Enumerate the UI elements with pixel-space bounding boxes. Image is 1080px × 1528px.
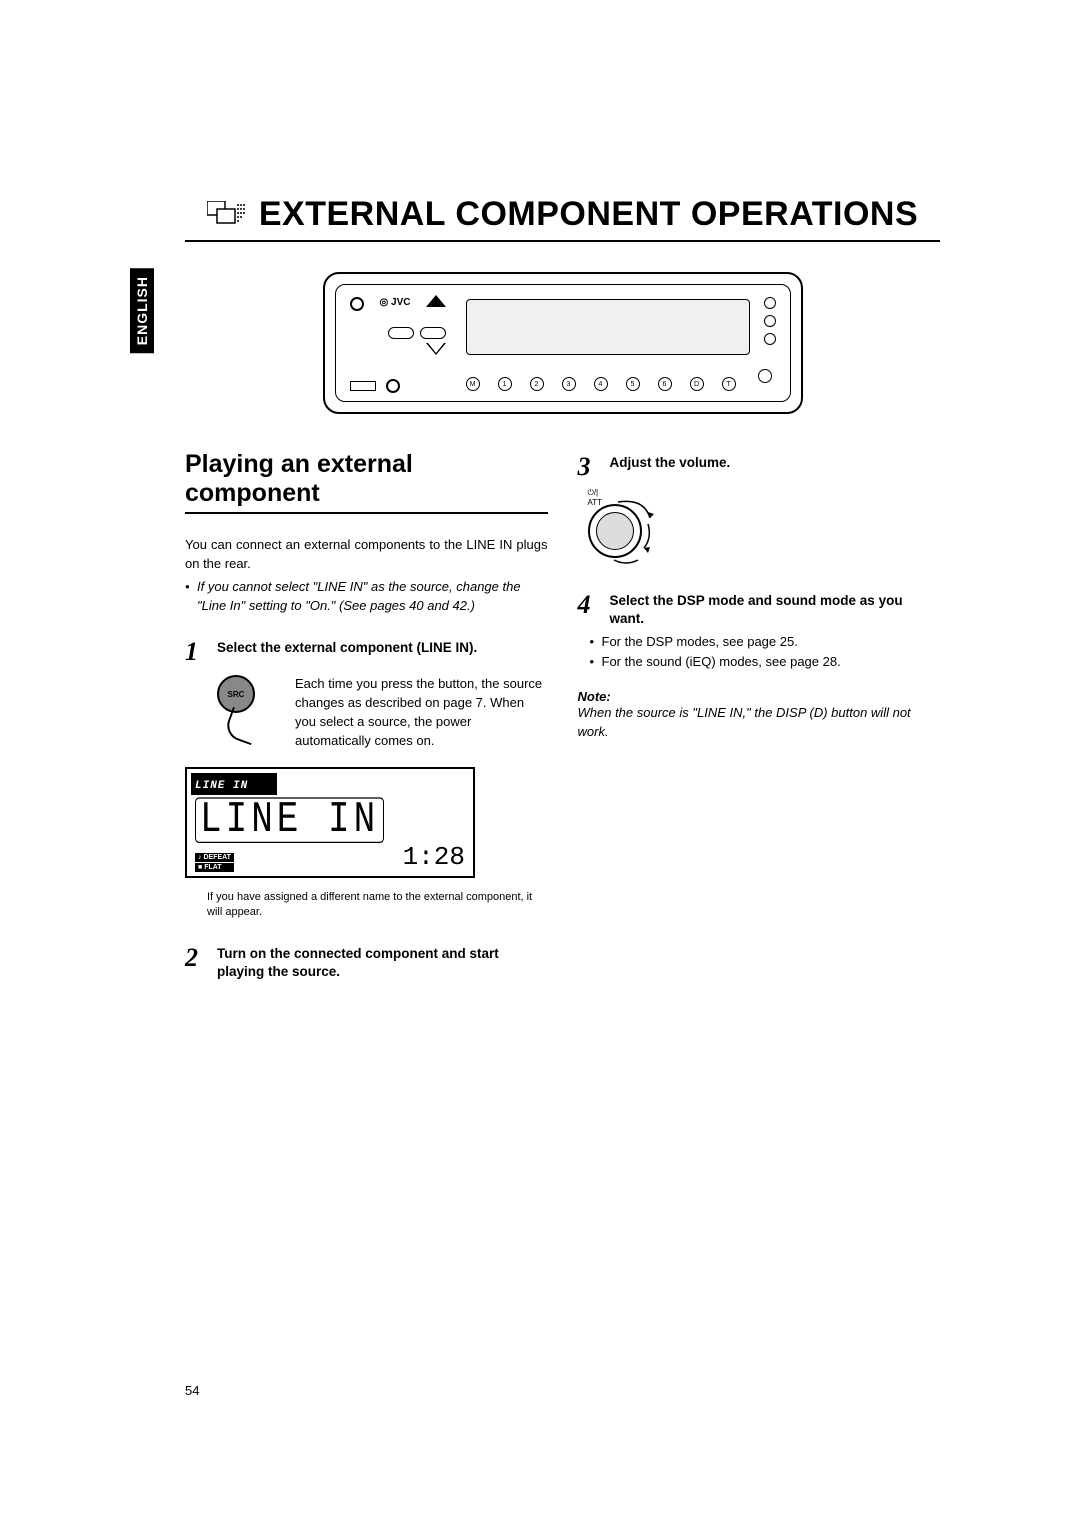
stereo-btn-d: D xyxy=(690,377,704,391)
step-4-title: Select the DSP mode and sound mode as yo… xyxy=(610,592,941,628)
title-row: EXTERNAL COMPONENT OPERATIONS xyxy=(185,195,940,234)
intro-text: You can connect an external components t… xyxy=(185,536,548,574)
display-tag-2: ■ FLAT xyxy=(195,863,234,872)
intro-bullet: If you cannot select "LINE IN" as the so… xyxy=(185,578,548,616)
step-2-number: 2 xyxy=(185,945,207,981)
note-body: When the source is "LINE IN," the DISP (… xyxy=(578,704,941,740)
right-column: 3 Adjust the volume. ⏻/|ATT 4 Select the… xyxy=(578,450,941,981)
step-3: 3 Adjust the volume. xyxy=(578,454,941,480)
step-1-content: SRC Each time you press the button, the … xyxy=(185,675,548,750)
display-time: 1:28 xyxy=(403,842,465,872)
section-icon xyxy=(207,201,247,229)
page-number: 54 xyxy=(185,1383,199,1398)
stereo-btn-m: M xyxy=(466,377,480,391)
step-1-number: 1 xyxy=(185,639,207,665)
step-1: 1 Select the external component (LINE IN… xyxy=(185,639,548,665)
step-2: 2 Turn on the connected component and st… xyxy=(185,945,548,981)
step-4-bullets: For the DSP modes, see page 25. For the … xyxy=(578,632,941,671)
stereo-btn-2: 2 xyxy=(530,377,544,391)
display-main: LINE IN xyxy=(195,797,384,843)
step-4-bullet-1: For the DSP modes, see page 25. xyxy=(590,632,941,652)
content-columns: Playing an external component You can co… xyxy=(185,450,940,981)
step-3-number: 3 xyxy=(578,454,600,480)
step-2-title: Turn on the connected component and star… xyxy=(217,945,548,981)
step-4: 4 Select the DSP mode and sound mode as … xyxy=(578,592,941,628)
note-label: Note: xyxy=(578,689,941,704)
stereo-btn-1: 1 xyxy=(498,377,512,391)
section-heading: Playing an external component xyxy=(185,450,548,508)
stereo-btn-t: T xyxy=(722,377,736,391)
volume-knob-icon: ⏻/|ATT xyxy=(578,488,668,568)
stereo-btn-5: 5 xyxy=(626,377,640,391)
manual-page: ENGLISH EXTERNAL COMPONENT OPERATIONS ◎ … xyxy=(0,0,1080,1528)
step-4-bullet-2: For the sound (iEQ) modes, see page 28. xyxy=(590,652,941,672)
section-underline xyxy=(185,512,548,514)
stereo-btn-4: 4 xyxy=(594,377,608,391)
step-1-body: Each time you press the button, the sour… xyxy=(295,675,548,750)
stereo-brand-label: ◎ JVC xyxy=(380,297,411,308)
stereo-illustration: ◎ JVC M 1 2 3 4 5 xyxy=(323,272,803,414)
step-1-title: Select the external component (LINE IN). xyxy=(217,639,477,665)
stereo-btn-3: 3 xyxy=(562,377,576,391)
left-column: Playing an external component You can co… xyxy=(185,450,548,981)
display-tag-1: ♪ DEFEAT xyxy=(195,853,234,862)
title-underline xyxy=(185,240,940,242)
display-header: LINE IN xyxy=(195,780,248,792)
stereo-btn-6: 6 xyxy=(658,377,672,391)
page-title: EXTERNAL COMPONENT OPERATIONS xyxy=(259,195,918,234)
step-3-title: Adjust the volume. xyxy=(610,454,731,480)
src-button-icon: SRC xyxy=(217,675,277,745)
step-4-number: 4 xyxy=(578,592,600,628)
step-1-footnote: If you have assigned a different name to… xyxy=(185,890,548,921)
lcd-display: LINE IN LINE IN ♪ DEFEAT ■ FLAT 1:28 xyxy=(185,767,475,878)
language-tab: ENGLISH xyxy=(130,268,154,353)
